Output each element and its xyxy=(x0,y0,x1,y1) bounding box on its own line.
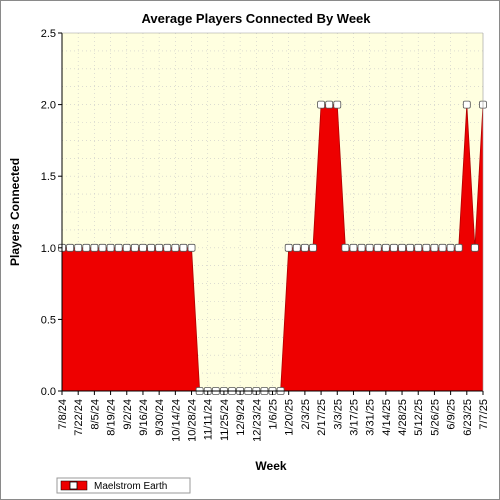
data-point xyxy=(462,100,471,109)
data-point xyxy=(292,243,301,252)
x-tick-label: 7/7/25 xyxy=(478,399,490,430)
data-point xyxy=(454,243,463,252)
data-point xyxy=(122,243,131,252)
y-tick-label: 2.0 xyxy=(41,100,56,112)
data-point xyxy=(357,243,366,252)
data-point xyxy=(390,243,398,252)
x-tick-label: 7/8/24 xyxy=(57,399,69,430)
data-point xyxy=(139,243,147,252)
data-point xyxy=(98,243,107,252)
data-point xyxy=(106,243,115,252)
legend: Maelstrom Earth xyxy=(56,477,191,494)
x-tick-label: 5/12/25 xyxy=(413,399,425,436)
data-point xyxy=(438,243,447,252)
data-point xyxy=(422,243,431,252)
x-tick-labels: 7/8/24 7/22/24 8/5/24 8/19/24 9/2/24 9/16/24 9… xyxy=(57,391,490,442)
x-tick-label: 1/20/25 xyxy=(284,399,296,436)
x-tick-label: 9/30/24 xyxy=(154,399,166,436)
y-tick-label: 0.5 xyxy=(41,314,56,326)
data-point xyxy=(147,243,155,252)
data-point xyxy=(90,243,99,252)
data-point xyxy=(114,243,123,252)
x-tick-label: 12/23/24 xyxy=(251,399,263,442)
x-tick-label: 9/2/24 xyxy=(122,399,134,430)
x-tick-label: 4/28/25 xyxy=(397,399,409,436)
x-tick-label: 5/26/25 xyxy=(429,399,441,436)
chart-title: Average Players Connected By Week xyxy=(141,11,371,26)
x-tick-label: 3/31/25 xyxy=(365,399,377,436)
x-tick-label: 11/11/24 xyxy=(203,399,215,440)
x-tick-label: 12/9/24 xyxy=(235,399,247,436)
data-point xyxy=(130,243,139,252)
data-point xyxy=(398,243,406,252)
data-point xyxy=(373,243,382,252)
x-tick-label: 10/14/24 xyxy=(170,399,182,442)
data-point xyxy=(349,243,358,252)
data-point xyxy=(171,243,180,252)
data-point xyxy=(333,100,342,109)
data-point xyxy=(430,243,439,252)
data-point xyxy=(300,243,309,252)
x-tick-label: 3/17/25 xyxy=(348,399,360,436)
data-point xyxy=(381,243,390,252)
x-tick-label: 2/3/25 xyxy=(300,399,312,430)
data-point xyxy=(82,243,91,252)
y-tick-label: 2.5 xyxy=(41,28,56,40)
data-point xyxy=(187,243,196,252)
data-point xyxy=(155,243,164,252)
x-tick-label: 7/22/24 xyxy=(73,399,85,436)
x-tick-label: 4/14/25 xyxy=(381,399,393,436)
data-point xyxy=(74,243,83,252)
x-tick-label: 8/5/24 xyxy=(89,399,101,430)
legend-box xyxy=(56,477,191,494)
x-tick-label: 6/23/25 xyxy=(462,399,474,436)
data-point xyxy=(163,243,172,252)
x-tick-label: 11/25/24 xyxy=(219,399,231,441)
data-point xyxy=(341,243,350,252)
y-axis-label: Players Connected xyxy=(8,158,22,266)
legend-label: Maelstrom Earth xyxy=(94,481,167,492)
data-point xyxy=(284,243,293,252)
data-point xyxy=(406,243,415,252)
y-tick-label: 1.5 xyxy=(41,171,56,183)
data-point xyxy=(446,243,455,252)
x-tick-label: 2/17/25 xyxy=(316,399,328,436)
data-point xyxy=(309,243,317,252)
x-axis-label: Week xyxy=(255,459,286,473)
legend-marker xyxy=(69,481,78,490)
x-tick-label: 9/16/24 xyxy=(138,399,150,436)
x-tick-label: 1/6/25 xyxy=(268,399,280,430)
y-tick-labels: 0.0 0.5 1.0 1.5 2.0 2.5 xyxy=(41,28,62,398)
series-area-fill xyxy=(62,104,483,391)
x-tick-label: 6/9/25 xyxy=(446,399,458,430)
y-tick-label: 0.0 xyxy=(41,386,56,398)
data-point xyxy=(365,243,374,252)
y-tick-label: 1.0 xyxy=(41,243,56,255)
data-point xyxy=(471,243,479,252)
data-point xyxy=(325,100,334,109)
data-point xyxy=(317,100,325,109)
x-tick-label: 10/28/24 xyxy=(187,399,199,442)
data-point xyxy=(66,243,74,252)
x-tick-label: 3/3/25 xyxy=(332,399,344,430)
x-tick-label: 8/19/24 xyxy=(106,399,118,436)
data-point xyxy=(414,243,423,252)
data-point xyxy=(179,243,188,252)
